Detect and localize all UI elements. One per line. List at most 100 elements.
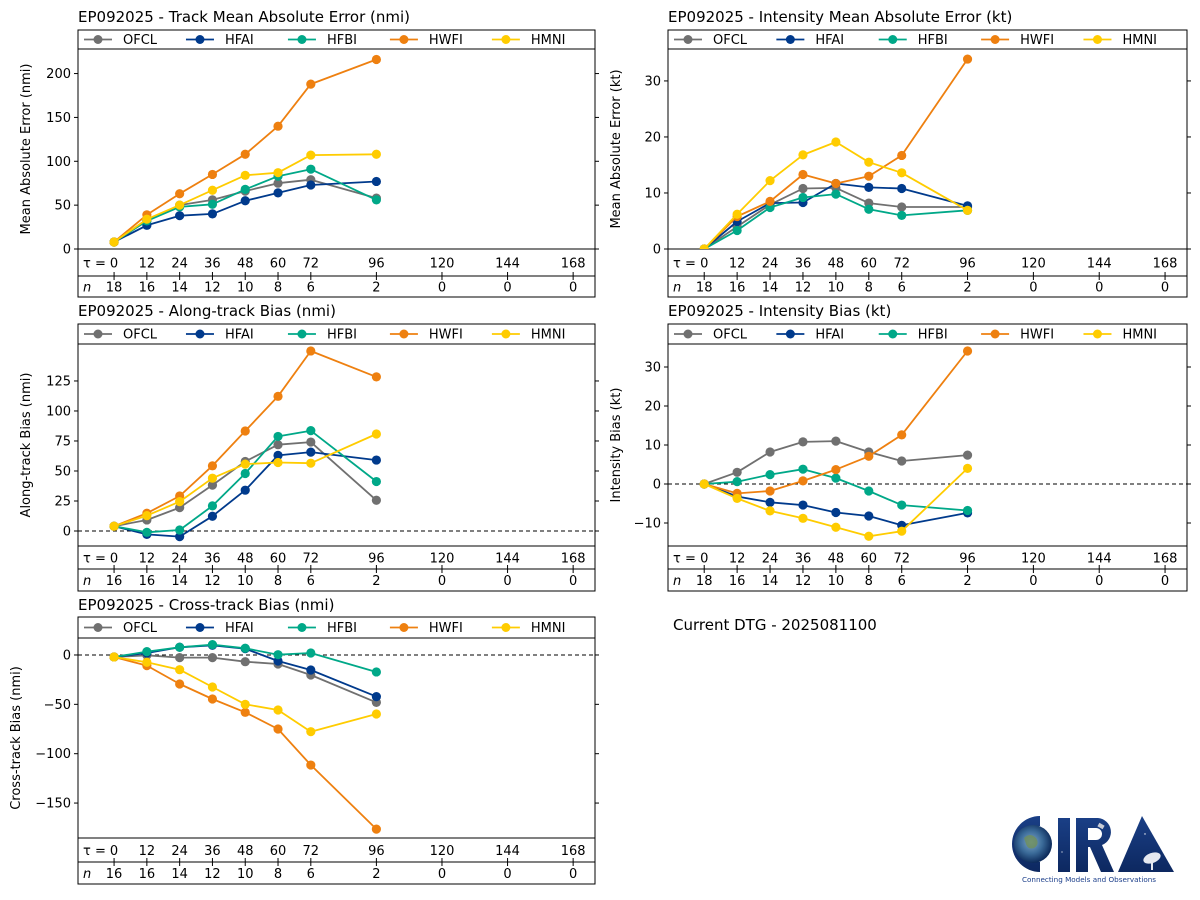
- legend-label: HFBI: [327, 621, 357, 636]
- series-line-hfai: [703, 182, 968, 249]
- data-point-hfbi: [240, 643, 250, 653]
- y-axis-label: Along-track Bias (nmi): [19, 373, 34, 518]
- cira-logo: Connecting Models and Observations: [1000, 812, 1178, 886]
- legend-label: OFCL: [713, 328, 748, 343]
- x-tick-label: 72: [303, 552, 320, 567]
- panel-frame: [667, 323, 1188, 592]
- y-axis-label: Mean Absolute Error (nmi): [19, 64, 34, 235]
- legend-marker: [1092, 35, 1102, 44]
- x-tick-label: 12: [139, 552, 156, 567]
- x-tick-label: 60: [861, 257, 878, 272]
- data-point-hmni: [798, 150, 808, 160]
- n-count-label: 16: [139, 574, 156, 589]
- legend-marker: [888, 35, 898, 44]
- n-count-label: 2: [372, 281, 380, 296]
- data-point-hfbi: [864, 204, 874, 214]
- legend-label: HFAI: [815, 328, 844, 343]
- data-point-hwfi: [240, 149, 250, 159]
- x-tick-label: 36: [204, 257, 221, 272]
- y-tick-label: 50: [54, 199, 71, 214]
- legend-marker: [501, 623, 511, 632]
- legend-marker: [297, 623, 307, 632]
- data-point-hmni: [699, 244, 709, 249]
- chart-panel-cross-track-bias: EP092025 - Cross-track Bias (nmi) OFCL HFA…: [9, 596, 599, 885]
- x-tick-label: 12: [729, 552, 746, 567]
- data-point-hfbi: [371, 195, 381, 205]
- data-point-hmni: [273, 457, 283, 468]
- n-count-label: 10: [828, 281, 845, 296]
- legend-item-hfbi: HFBI: [287, 621, 357, 636]
- n-count-label: 0: [503, 867, 511, 882]
- data-point-hwfi: [897, 150, 907, 161]
- data-point-hfbi: [732, 477, 742, 487]
- x-tick-label: 48: [237, 844, 254, 859]
- y-tick-label: 125: [46, 374, 71, 389]
- data-point-ofcl: [962, 450, 973, 460]
- x-tick-label: 168: [1153, 552, 1178, 567]
- legend-label: HFAI: [815, 33, 844, 48]
- data-point-hmni: [371, 709, 381, 719]
- n-count-label: 14: [762, 574, 779, 589]
- x-tick-label: 168: [561, 844, 586, 859]
- n-count-label: 2: [963, 574, 971, 589]
- data-point-hfai: [207, 511, 218, 521]
- data-point-hfbi: [306, 648, 316, 658]
- y-tick-label: 0: [63, 648, 71, 663]
- legend-item-ofcl: OFCL: [84, 621, 158, 636]
- legend-marker: [990, 35, 1000, 44]
- n-count-label: 0: [1029, 281, 1037, 296]
- data-point-hfai: [175, 532, 185, 542]
- y-tick-label: 200: [46, 67, 71, 82]
- data-point-hwfi: [864, 451, 874, 461]
- legend-item-ofcl: OFCL: [84, 328, 158, 343]
- data-point-ofcl: [765, 447, 775, 457]
- data-point-hfbi: [240, 468, 250, 479]
- series-line-hmni: [113, 153, 377, 243]
- data-point-ofcl: [798, 183, 808, 194]
- data-point-hwfi: [765, 486, 775, 496]
- series-line-hfbi: [113, 429, 377, 534]
- legend-marker: [399, 329, 409, 339]
- n-count-label: 10: [237, 574, 254, 589]
- legend-item-hmni: HMNI: [491, 33, 565, 48]
- legend-label: HFAI: [225, 328, 254, 343]
- legend-marker: [683, 35, 693, 44]
- panel-frame: [77, 29, 596, 298]
- n-count-label: 6: [307, 281, 315, 296]
- data-point-hwfi: [371, 824, 381, 834]
- legend: OFCL HFAI HFBI HWFI HMNI: [84, 328, 565, 343]
- data-point-hmni: [273, 168, 283, 178]
- series-group: [109, 54, 381, 247]
- series-line-ofcl: [703, 186, 968, 249]
- n-count-label: 0: [569, 281, 577, 296]
- x-tick-label: 48: [237, 257, 254, 272]
- data-point-hmni: [142, 511, 152, 521]
- n-count-label: 8: [274, 574, 282, 589]
- x-tick-label: 24: [171, 552, 188, 567]
- data-point-hfbi: [142, 527, 152, 537]
- data-point-hfai: [371, 692, 381, 702]
- n-count-label: 12: [204, 867, 221, 882]
- n-count-label: 8: [865, 281, 873, 296]
- legend-label: HFBI: [918, 328, 948, 343]
- data-point-hmni: [175, 200, 185, 210]
- series-group: [109, 640, 381, 834]
- legend-label: OFCL: [123, 621, 158, 636]
- legend-marker: [93, 329, 103, 339]
- legend-label: HWFI: [1020, 328, 1054, 343]
- tau-label: τ =: [83, 257, 106, 272]
- data-point-hfbi: [371, 667, 381, 677]
- data-point-ofcl: [207, 653, 218, 663]
- data-point-hfai: [175, 211, 185, 221]
- y-axis-label: Mean Absolute Error (kt): [609, 69, 624, 228]
- data-point-ofcl: [207, 480, 218, 490]
- x-tick-label: 48: [237, 552, 254, 567]
- x-tick-label: 48: [828, 257, 845, 272]
- y-tick-label: 50: [54, 464, 71, 479]
- x-tick-label: 72: [893, 257, 910, 272]
- x-tick-label: 120: [430, 844, 455, 859]
- series-line-hwfi: [113, 656, 378, 830]
- data-point-hwfi: [273, 724, 283, 734]
- data-point-hfbi: [831, 473, 841, 483]
- series-line-hfbi: [704, 468, 968, 512]
